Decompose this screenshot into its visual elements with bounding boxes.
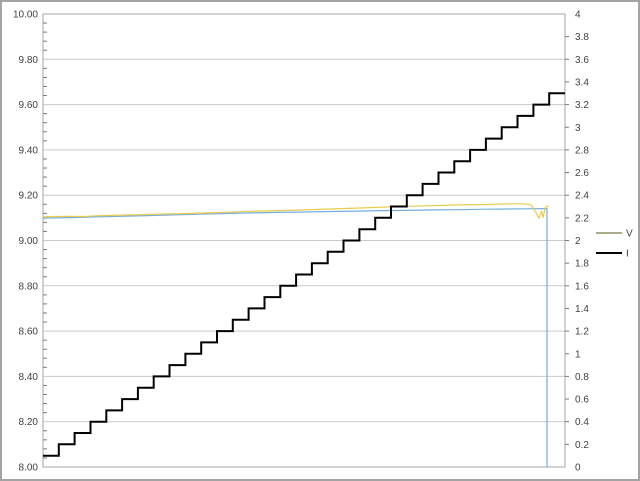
left-axis-label: 8.20 — [19, 417, 39, 428]
left-axis-label: 9.40 — [19, 145, 39, 156]
right-axis-label: 2.4 — [575, 191, 589, 202]
right-axis-label: 1.8 — [575, 259, 589, 270]
right-axis-label: 1.6 — [575, 281, 589, 292]
series-I — [43, 92, 565, 457]
right-axis-label: 3 — [575, 123, 581, 134]
left-axis-label: 9.60 — [19, 100, 39, 111]
left-axis-label: 9.80 — [19, 55, 39, 66]
left-axis-label: 8.00 — [19, 463, 39, 474]
left-axis-label: 8.40 — [19, 372, 39, 383]
right-axis-label: 3.8 — [575, 32, 589, 43]
gridlines — [43, 58, 565, 423]
right-axis-label: 3.6 — [575, 55, 589, 66]
left-axis-label: 8.80 — [19, 281, 39, 292]
right-axis-label: 0.2 — [575, 440, 589, 451]
right-axis-label: 4 — [575, 10, 581, 21]
left-axis-labels: 10.00 9.80 9.60 9.40 9.20 9.00 8.80 8.60 8.40 8.2… — [13, 10, 38, 474]
right-axis-label: 3.4 — [575, 77, 589, 88]
left-axis-ticks — [43, 22, 47, 459]
right-axis-labels: 4 3.8 3.6 3.4 3.2 3 2.8 2.6 2.4 2.2 2 1.8 1.6 1.4 1.2 1… — [575, 10, 589, 474]
right-axis-ticks — [565, 36, 569, 445]
left-axis-label: 9.00 — [19, 236, 39, 247]
right-axis-label: 3.2 — [575, 100, 589, 111]
left-axis-label: 10.00 — [13, 10, 38, 21]
right-axis-label: 1.4 — [575, 304, 589, 315]
right-axis-label: 0 — [575, 463, 581, 474]
right-axis-label: 2.2 — [575, 213, 589, 224]
left-axis-label: 8.60 — [19, 327, 39, 338]
right-axis-label: 1.2 — [575, 327, 589, 338]
legend-label-I: I — [626, 249, 629, 260]
right-axis-label: 2 — [575, 236, 581, 247]
right-axis-label: 0.8 — [575, 372, 589, 383]
legend: VI — [596, 229, 633, 260]
left-axis-label: 9.20 — [19, 191, 39, 202]
right-axis-label: 2.8 — [575, 145, 589, 156]
right-axis-label: 0.4 — [575, 417, 589, 428]
series-V-blue — [42, 208, 548, 467]
legend-label-V: V — [626, 229, 633, 240]
right-axis-label: 1 — [575, 349, 581, 360]
series-V-yellow — [42, 203, 549, 219]
right-axis-label: 2.6 — [575, 168, 589, 179]
right-axis-label: 0.6 — [575, 395, 589, 406]
